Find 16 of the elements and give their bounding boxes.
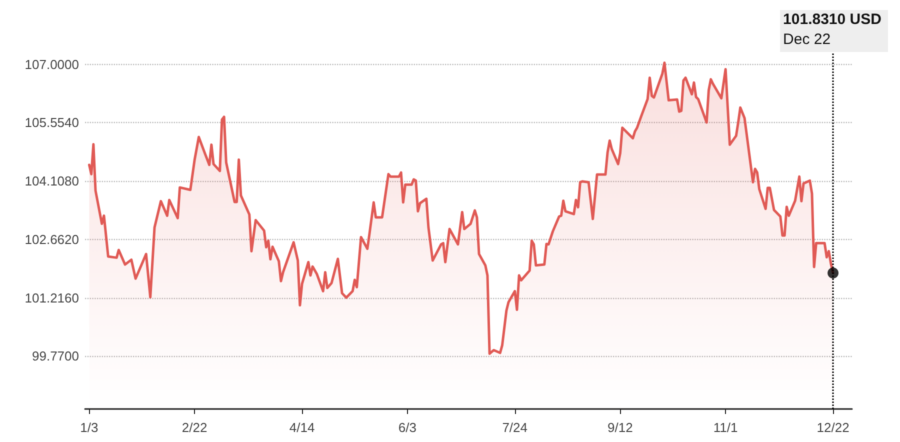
x-tick-label: 11/1 xyxy=(713,420,738,435)
y-tick-label: 105.5540 xyxy=(24,115,79,130)
x-tick-label: 6/3 xyxy=(398,420,416,435)
y-tick-label: 99.7700 xyxy=(32,348,79,364)
x-tick-label: 1/3 xyxy=(80,420,98,435)
x-tick-label: 4/14 xyxy=(289,420,315,435)
x-tick-label: 9/12 xyxy=(608,420,633,435)
annotation: Dec 22 xyxy=(783,31,831,48)
y-tick-label: 102.6620 xyxy=(24,232,79,247)
y-tick-label: 101.2160 xyxy=(24,290,79,306)
y-tick-label: 107.0000 xyxy=(24,56,79,72)
y-tick-label: 104.1080 xyxy=(24,174,79,189)
x-tick-label: 12/22 xyxy=(816,420,850,435)
x-tick-label: 7/24 xyxy=(502,420,528,435)
x-tick-label: 2/22 xyxy=(182,420,208,435)
annotation: 101.8310 USD xyxy=(783,11,882,28)
